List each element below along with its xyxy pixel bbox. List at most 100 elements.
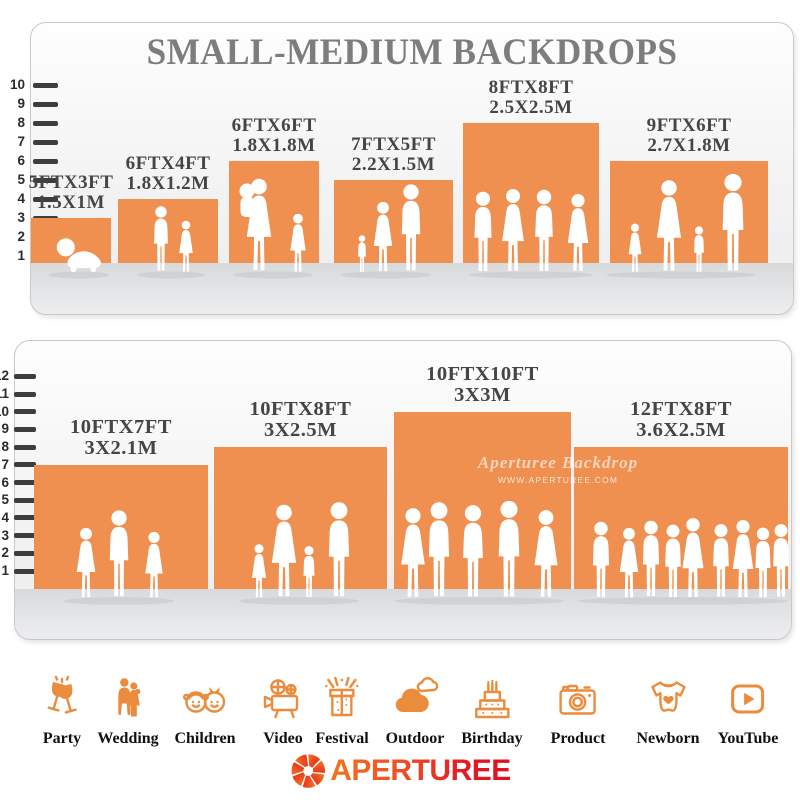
floor-strip <box>15 589 791 638</box>
ruler-number: 11 <box>0 386 9 401</box>
category-label: YouTube <box>717 730 779 747</box>
ruler-number: 4 <box>1 509 9 525</box>
backdrop-size-label: 6FTX4FT 1.8X1.2M <box>125 152 211 194</box>
ruler-number: 3 <box>17 210 25 225</box>
backdrop-10ftx8ft: 10FTX8FT 3X2.5M <box>214 398 387 589</box>
ruler-number: 4 <box>17 191 25 206</box>
ruler-number: 3 <box>1 527 9 543</box>
ruler-tick <box>14 497 36 503</box>
bottom-panel: 123456789101112 10FTX7FT 3X2.1M 10FTX8FT… <box>0 340 792 640</box>
category-birthday: Birthday <box>461 658 523 748</box>
ruler-number: 1 <box>1 563 9 578</box>
ruler-tick <box>14 373 36 379</box>
festival-icon <box>324 676 359 717</box>
ruler-number: 10 <box>9 77 25 92</box>
backdrop-8ftx8ft: 8FTX8FT 2.5X2.5M <box>463 77 599 263</box>
backdrop-6ftx4ft: 6FTX4FT 1.8X1.2M <box>118 153 218 263</box>
video-icon <box>263 679 299 719</box>
backdrop-size-label: 8FTX8FT 2.5X2.5M <box>488 76 574 118</box>
size-m: 2.7X1.8M <box>647 134 731 156</box>
wedding-icon <box>117 678 141 717</box>
backdrop-10ftx10ft: 10FTX10FT 3X3M <box>394 363 571 589</box>
ruler-number: 2 <box>1 545 9 561</box>
watermark: Aperturee Backdrop WWW.APERTUREE.COM <box>478 453 638 485</box>
category-label: Party <box>42 730 82 747</box>
birthday-icon <box>474 679 510 719</box>
size-ft: 8FTX8FT <box>488 76 574 98</box>
size-m: 1.5X1M <box>37 191 105 213</box>
ruler-tick <box>14 391 36 397</box>
category-children: Children <box>174 658 236 748</box>
ruler-number: 10 <box>0 403 9 419</box>
ruler-number: 1 <box>17 248 25 263</box>
backdrop-9ftx6ft: 9FTX6FT 2.7X1.8M <box>610 115 768 263</box>
ruler-tick <box>14 568 36 574</box>
backdrop-size-label: 10FTX8FT 3X2.5M <box>250 398 352 442</box>
ruler-tick <box>33 101 58 107</box>
size-ft: 7FTX5FT <box>351 133 436 155</box>
brand-logo: APERTUREE <box>289 752 511 790</box>
ruler-number: 2 <box>17 229 25 244</box>
ruler-number: 7 <box>1 456 9 472</box>
ruler-tick <box>33 158 58 164</box>
watermark-script: Aperturee Backdrop <box>477 453 639 472</box>
backdrop-size-label: 10FTX10FT 3X3M <box>426 362 539 407</box>
category-festival: Festival <box>315 658 369 748</box>
size-ft: 6FTX4FT <box>125 152 211 174</box>
backdrop-5ftx3ft: 5FTX3FT 1.5X1M <box>29 172 113 263</box>
category-label: Birthday <box>461 730 523 747</box>
category-wedding: Wedding <box>97 658 159 748</box>
size-m: 3X2.5M <box>263 419 338 442</box>
category-outdoor: Outdoor <box>385 658 445 748</box>
category-label: Children <box>174 730 236 747</box>
backdrop-size-label: 7FTX5FT 2.2X1.5M <box>351 133 436 175</box>
ruler-tick <box>14 426 36 432</box>
backdrop-size-label: 6FTX6FT 1.8X1.8M <box>231 114 317 156</box>
children-icon <box>182 687 225 713</box>
category-label: Outdoor <box>385 730 445 747</box>
backdrop-7ftx5ft: 7FTX5FT 2.2X1.5M <box>334 134 453 263</box>
ruler-number: 5 <box>17 172 25 187</box>
ruler-number: 5 <box>1 492 9 508</box>
ruler-tick <box>14 462 36 468</box>
product-icon <box>559 684 597 715</box>
size-m: 2.5X2.5M <box>489 96 573 118</box>
ruler-tick <box>33 177 58 183</box>
ruler-number: 6 <box>17 153 25 168</box>
size-ft: 6FTX6FT <box>231 114 317 136</box>
category-party: Party <box>38 658 86 748</box>
ruler-number: 8 <box>1 439 9 455</box>
ruler-tick <box>33 120 58 126</box>
backdrop-size-label: 9FTX6FT 2.7X1.8M <box>647 115 732 156</box>
category-label: Product <box>550 730 606 747</box>
size-m: 3.6X2.5M <box>636 419 726 442</box>
ruler-number: 8 <box>17 115 25 130</box>
outdoor-icon <box>396 677 439 713</box>
category-label: Video <box>263 730 303 747</box>
backdrop-size-label: 12FTX8FT 3.6X2.5M <box>630 397 732 442</box>
youtube-icon <box>731 684 765 714</box>
ruler-number: 12 <box>0 368 9 384</box>
size-m: 3X3M <box>454 384 511 407</box>
size-ft: 10FTX7FT <box>70 415 172 438</box>
category-label: Festival <box>315 730 369 747</box>
ruler-tick <box>14 444 36 450</box>
watermark-url: WWW.APERTUREE.COM <box>497 475 619 485</box>
size-m: 1.8X1.8M <box>232 134 316 156</box>
ruler-tick <box>14 515 36 521</box>
party-icon <box>47 675 77 714</box>
category-row: Party Wedding <box>0 656 800 748</box>
ruler-tick <box>33 82 58 88</box>
backdrop-size-label: 10FTX7FT 3X2.1M <box>70 415 172 460</box>
size-ft: 10FTX10FT <box>426 362 539 385</box>
ruler-tick <box>14 409 36 415</box>
category-video: Video <box>259 658 307 748</box>
size-m: 1.8X1.2M <box>126 172 210 194</box>
floor-strip <box>31 263 793 313</box>
size-m: 2.2X1.5M <box>351 153 436 175</box>
category-label: Newborn <box>636 730 700 747</box>
size-m: 3X2.1M <box>84 437 158 460</box>
ruler-number: 6 <box>1 474 9 490</box>
size-ft: 12FTX8FT <box>630 397 732 420</box>
